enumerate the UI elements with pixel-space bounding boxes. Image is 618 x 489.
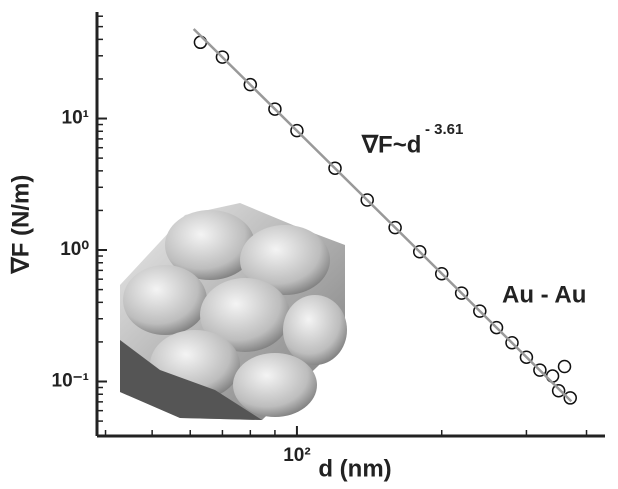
afm-inset [120, 203, 347, 420]
data-point [564, 392, 576, 404]
fit-exponent: - 3.61 [425, 121, 463, 138]
data-point [559, 361, 571, 373]
annotation: Au - Au [502, 281, 586, 308]
fit-label: ∇F~d [361, 131, 421, 158]
y-axis-label: ∇F (N/m) [7, 175, 34, 275]
y-tick-label: 10⁰ [60, 239, 89, 260]
y-tick-label: 10¹ [62, 108, 89, 129]
x-tick-label: 10² [283, 445, 310, 466]
chart: d (nm) ∇F (N/m) ∇F~d - 3.61 Au - Au 10² 1… [0, 0, 618, 489]
y-tick-label: 10⁻¹ [52, 371, 90, 392]
x-axis-label: d (nm) [318, 455, 391, 482]
data-point [553, 385, 565, 397]
